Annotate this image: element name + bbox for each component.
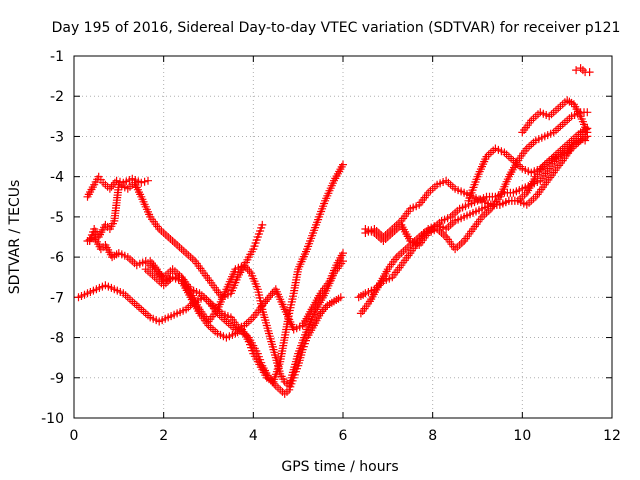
y-tick-label: -7 — [50, 290, 64, 306]
x-tick-label: 12 — [603, 428, 621, 444]
data-point-marker — [339, 249, 347, 258]
data-point-marker — [566, 144, 575, 153]
y-tick-label: -1 — [50, 49, 64, 65]
data-point-marker — [107, 182, 116, 191]
data-point-marker — [336, 293, 345, 302]
data-points — [74, 64, 594, 398]
data-point-marker — [572, 66, 581, 75]
data-point-marker — [110, 178, 119, 187]
data-point-marker — [240, 261, 249, 270]
data-point-marker — [563, 148, 572, 157]
x-tick-label: 2 — [159, 428, 168, 444]
data-point-marker — [137, 178, 146, 187]
data-point-marker — [318, 307, 327, 316]
data-point-marker — [146, 257, 155, 266]
data-point-marker — [316, 309, 325, 318]
grid-lines — [74, 56, 612, 418]
data-point-marker — [583, 128, 592, 137]
data-point-marker — [140, 177, 149, 186]
data-point-marker — [266, 291, 275, 300]
axis-ticks: 0 2 4 6 8 10 12 -10 -9 -8 -7 -6 -5 -4 -3 -2 -1 — [41, 49, 621, 444]
data-point-marker — [319, 305, 328, 314]
x-axis-label: GPS time / hours — [281, 459, 398, 475]
data-point-marker — [245, 267, 254, 276]
data-point-marker — [581, 136, 590, 145]
chart-title: Day 195 of 2016, Sidereal Day-to-day VTE… — [52, 20, 621, 36]
data-point-marker — [583, 108, 592, 117]
y-tick-label: -5 — [50, 210, 64, 226]
data-point-marker — [258, 220, 267, 229]
x-tick-label: 4 — [249, 428, 258, 444]
x-tick-label: 8 — [428, 428, 437, 444]
y-tick-label: -10 — [41, 411, 64, 427]
data-point-marker — [568, 142, 577, 151]
data-point-marker — [564, 146, 573, 155]
data-point-marker — [242, 263, 250, 272]
plot-frame — [73, 55, 613, 419]
data-point-marker — [265, 293, 273, 302]
data-point-marker — [105, 184, 114, 193]
y-tick-label: -8 — [50, 331, 64, 347]
data-point-marker — [243, 265, 252, 274]
y-tick-label: -4 — [50, 170, 64, 186]
data-point-marker — [339, 160, 347, 169]
x-tick-label: 6 — [339, 428, 348, 444]
y-tick-label: -3 — [50, 129, 64, 145]
y-tick-label: -6 — [50, 250, 64, 266]
data-point-marker — [321, 303, 330, 312]
data-point-marker — [268, 289, 277, 298]
data-point-marker — [151, 263, 160, 272]
x-tick-label: 0 — [70, 428, 79, 444]
y-tick-label: -9 — [50, 371, 64, 387]
data-point-marker — [585, 68, 594, 77]
y-tick-label: -2 — [50, 89, 64, 105]
data-point-marker — [149, 261, 158, 270]
data-point-marker — [263, 295, 272, 304]
y-axis-label: SDTVAR / TECUs — [7, 180, 23, 295]
x-tick-label: 10 — [513, 428, 531, 444]
data-point-marker — [144, 176, 152, 185]
data-point-marker — [339, 257, 347, 266]
